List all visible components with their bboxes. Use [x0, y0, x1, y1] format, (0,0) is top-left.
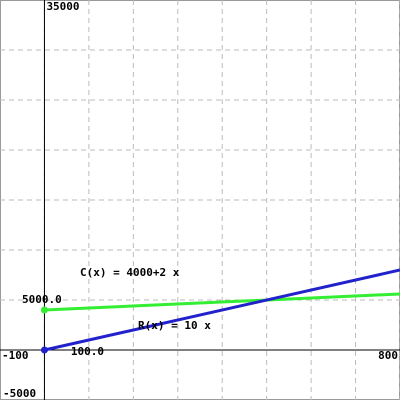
x-max-label: 800	[378, 349, 398, 362]
y-min-label: -5000	[3, 387, 36, 400]
y-max-label: 35000	[46, 0, 79, 13]
start-point	[40, 346, 48, 354]
series-line	[44, 292, 400, 312]
x-tick-label: 100.0	[71, 345, 104, 358]
series-label: R(x) = 10 x	[138, 319, 211, 332]
start-point	[40, 306, 48, 314]
series-label: C(x) = 4000+2 x	[80, 266, 180, 279]
series-line	[44, 268, 400, 352]
x-min-label: -100	[2, 349, 29, 362]
y-tick-label: 5000.0	[22, 293, 62, 306]
